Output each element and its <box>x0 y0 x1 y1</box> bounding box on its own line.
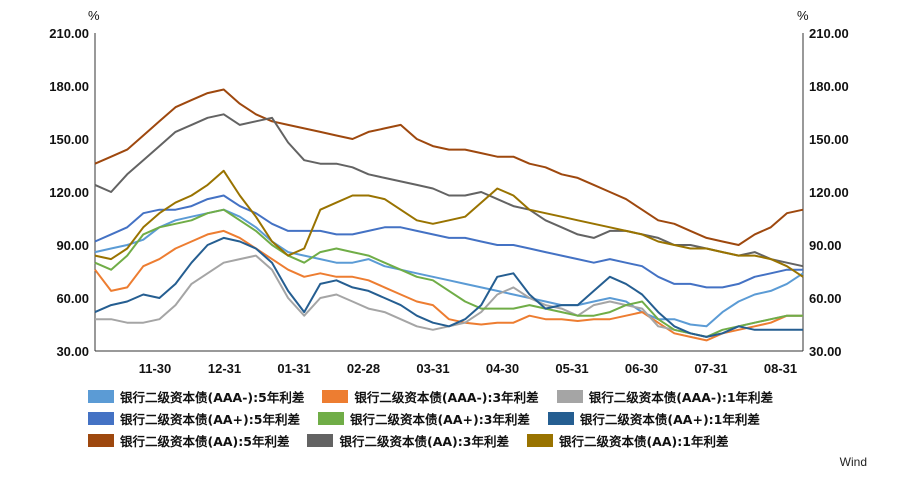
x-tick-label: 04-30 <box>486 361 519 376</box>
legend-label: 银行二级资本债(AA+):5年利差 <box>120 411 300 427</box>
legend-item: 银行二级资本债(AA+):1年利差 <box>547 409 760 428</box>
x-tick-label: 05-31 <box>555 361 588 376</box>
legend-swatch <box>556 389 583 403</box>
y-tick-label-left: 150.00 <box>49 132 89 147</box>
series-line-6 <box>94 236 803 338</box>
legend-label: 银行二级资本债(AA):3年利差 <box>339 433 509 449</box>
y-tick-label-right: 180.00 <box>809 79 849 94</box>
x-tick-label: 07-31 <box>694 361 727 376</box>
legend-item: 银行二级资本债(AA+):3年利差 <box>317 409 530 428</box>
legend-label: 银行二级资本债(AA+):1年利差 <box>579 411 760 427</box>
legend-swatch <box>88 389 114 403</box>
x-tick-label: 03-31 <box>416 361 449 376</box>
legend-row: 银行二级资本债(AA):5年利差 银行二级资本债(AA):3年利差 银行二级资本债(… <box>88 429 848 451</box>
y-tick-label-left: 90.00 <box>56 238 89 253</box>
legend-row: 银行二级资本债(AAA-):5年利差 银行二级资本债(AAA-):3年利差 银行二级… <box>88 385 848 407</box>
y-tick-label-right: 90.00 <box>809 238 842 253</box>
x-tick-label: 08-31 <box>764 361 797 376</box>
right-unit-label: % <box>797 8 809 23</box>
series-line-5 <box>94 208 803 338</box>
legend-item: 银行二级资本债(AA):3年利差 <box>307 431 509 450</box>
y-tick-label-right: 120.00 <box>809 185 849 200</box>
legend-item: 银行二级资本债(AAA-):1年利差 <box>556 387 774 406</box>
y-tick-label-left: 210.00 <box>49 26 89 41</box>
series-line-9 <box>94 169 804 278</box>
legend-label: 银行二级资本债(AA):1年利差 <box>558 433 729 449</box>
series-line-4 <box>94 194 803 289</box>
y-tick-label-left: 120.00 <box>49 185 89 200</box>
series-layer <box>94 88 804 342</box>
x-tick-label: 01-31 <box>277 361 310 376</box>
legend-swatch <box>526 433 553 447</box>
chart-legend: 银行二级资本债(AAA-):5年利差 银行二级资本债(AAA-):3年利差 银行二级… <box>88 385 848 451</box>
legend-swatch <box>307 433 334 447</box>
y-tick-label-right: 60.00 <box>809 291 842 306</box>
legend-swatch <box>322 389 349 403</box>
legend-item: 银行二级资本债(AA+):5年利差 <box>88 409 300 428</box>
series-line-1 <box>94 208 804 328</box>
legend-item: 银行二级资本债(AA):1年利差 <box>526 431 729 450</box>
legend-item: 银行二级资本债(AAA-):5年利差 <box>88 387 304 406</box>
legend-swatch <box>88 433 114 447</box>
legend-label: 银行二级资本债(AAA-):1年利差 <box>588 389 774 405</box>
y-tick-label-right: 30.00 <box>809 344 842 359</box>
legend-label: 银行二级资本债(AA):5年利差 <box>120 433 290 449</box>
y-tick-label-right: 150.00 <box>809 132 849 147</box>
x-tick-label: 02-28 <box>347 361 380 376</box>
legend-swatch <box>317 411 344 425</box>
y-tick-label-left: 60.00 <box>56 291 89 306</box>
legend-label: 银行二级资本债(AAA-):5年利差 <box>120 389 305 405</box>
left-unit-label: % <box>88 8 100 23</box>
series-line-7 <box>94 88 804 246</box>
source-label: Wind <box>839 455 867 469</box>
legend-item: 银行二级资本债(AAA-):3年利差 <box>322 387 539 406</box>
x-tick-label: 06-30 <box>625 361 658 376</box>
legend-item: 银行二级资本债(AA):5年利差 <box>88 431 289 450</box>
legend-label: 银行二级资本债(AA+):3年利差 <box>349 411 530 427</box>
series-line-2 <box>94 229 803 342</box>
x-tick-label: 11-30 <box>139 361 172 376</box>
legend-label: 银行二级资本债(AAA-):3年利差 <box>354 389 539 405</box>
legend-swatch <box>88 411 114 425</box>
chart-axes: 30.00 30.00 60.00 60.00 90.00 90.00 120.00 120.… <box>49 26 849 376</box>
y-tick-label-left: 180.00 <box>49 79 89 94</box>
legend-row: 银行二级资本债(AA+):5年利差 银行二级资本债(AA+):3年利差 银行二级资本… <box>88 407 848 429</box>
y-tick-label-left: 30.00 <box>56 344 89 359</box>
series-line-8 <box>94 113 804 268</box>
x-tick-label: 12-31 <box>208 361 241 376</box>
legend-swatch <box>547 411 574 425</box>
y-tick-label-right: 210.00 <box>809 26 849 41</box>
